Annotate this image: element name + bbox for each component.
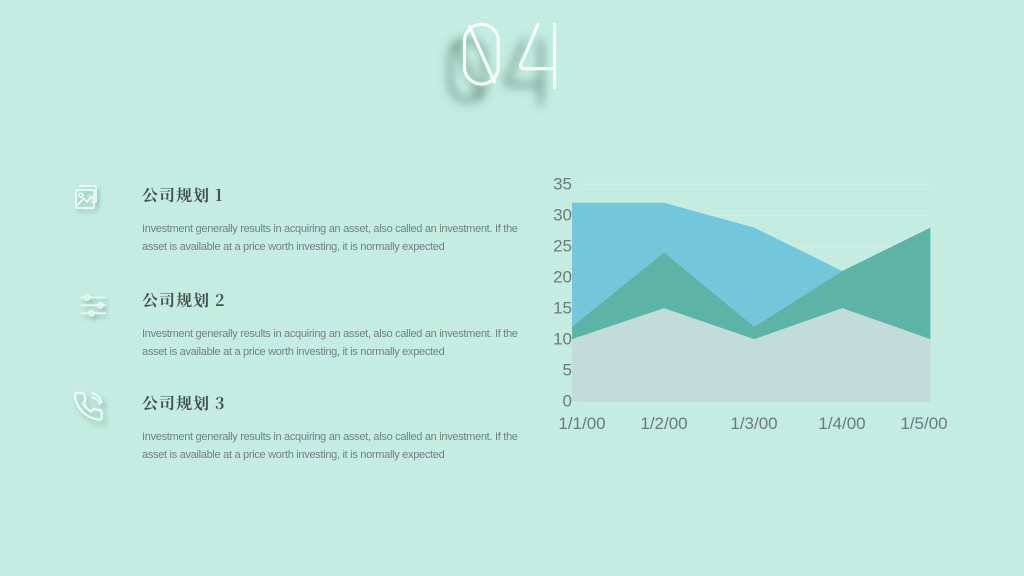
svg-text:5: 5 [563,361,572,380]
svg-text:1/2/00: 1/2/00 [640,414,687,433]
svg-text:25: 25 [553,237,572,256]
svg-text:20: 20 [553,268,572,287]
svg-text:30: 30 [553,206,572,225]
svg-text:1/1/00: 1/1/00 [558,414,605,433]
svg-text:1/4/00: 1/4/00 [818,414,865,433]
svg-text:1/3/00: 1/3/00 [730,414,777,433]
svg-text:10: 10 [553,330,572,349]
svg-text:15: 15 [553,299,572,318]
svg-text:1/5/00: 1/5/00 [900,414,947,433]
svg-text:0: 0 [563,392,572,411]
svg-text:35: 35 [553,175,572,194]
